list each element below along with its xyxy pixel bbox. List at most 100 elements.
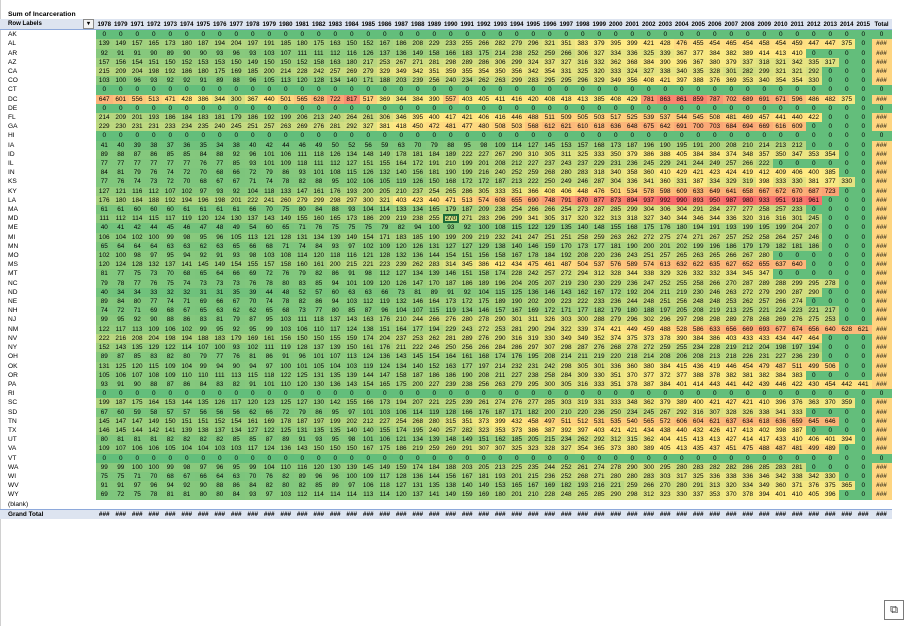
value-cell[interactable]: 260	[277, 195, 294, 206]
value-cell[interactable]: 257	[723, 232, 740, 242]
value-cell[interactable]: 0	[442, 389, 459, 399]
value-cell[interactable]: 40	[96, 223, 113, 233]
value-cell[interactable]: 173	[574, 241, 591, 252]
value-cell[interactable]: 111	[294, 48, 311, 58]
value-cell[interactable]: 388	[690, 370, 707, 380]
value-cell[interactable]: 0	[492, 103, 509, 114]
value-cell[interactable]: 208	[723, 140, 740, 150]
value-cell[interactable]: 0	[789, 131, 806, 141]
value-cell[interactable]: 164	[393, 324, 410, 334]
value-cell[interactable]: 0	[129, 131, 146, 141]
value-cell[interactable]: 155	[376, 159, 393, 169]
value-cell[interactable]: 419	[739, 168, 756, 178]
value-cell[interactable]: 93	[294, 168, 311, 178]
value-cell[interactable]: 166	[459, 407, 476, 417]
value-cell[interactable]: 408	[541, 94, 558, 104]
value-cell[interactable]: 191	[706, 223, 723, 233]
value-cell[interactable]: 187	[409, 370, 426, 380]
value-cell[interactable]: 168	[475, 352, 492, 362]
value-cell[interactable]: 0	[96, 453, 113, 463]
value-cell[interactable]: 416	[492, 113, 509, 123]
value-cell[interactable]: 76	[145, 278, 162, 288]
value-cell[interactable]: 331	[558, 67, 575, 77]
value-cell[interactable]: 77	[96, 159, 113, 169]
value-cell[interactable]: 109	[360, 278, 377, 288]
value-cell[interactable]: 684	[723, 122, 740, 132]
value-cell[interactable]: 221	[607, 481, 624, 491]
value-cell[interactable]: 277	[723, 205, 740, 215]
value-cell[interactable]: 411	[492, 94, 509, 104]
value-cell[interactable]: 333	[607, 398, 624, 408]
row-total-cell[interactable]: ###	[871, 39, 892, 49]
value-cell[interactable]: 677	[772, 324, 789, 334]
value-cell[interactable]: 388	[657, 149, 674, 160]
value-cell[interactable]: 0	[244, 29, 261, 40]
value-cell[interactable]: 184	[541, 251, 558, 261]
value-cell[interactable]: 200	[261, 67, 278, 77]
value-cell[interactable]: 0	[838, 48, 855, 58]
row-label[interactable]: WV	[8, 482, 19, 490]
row-label[interactable]: KS	[8, 178, 17, 186]
value-cell[interactable]: 324	[525, 57, 542, 67]
value-cell[interactable]: 72	[112, 306, 129, 316]
value-cell[interactable]: 285	[607, 205, 624, 215]
value-cell[interactable]: 424	[723, 168, 740, 178]
value-cell[interactable]: 207	[541, 278, 558, 288]
value-cell[interactable]: 0	[772, 85, 789, 95]
value-cell[interactable]: 99	[244, 462, 261, 472]
value-cell[interactable]: 173	[343, 214, 360, 224]
value-cell[interactable]: 0	[855, 232, 872, 242]
value-cell[interactable]: 115	[145, 361, 162, 371]
value-cell[interactable]: 353	[492, 425, 509, 436]
value-cell[interactable]: 332	[706, 269, 723, 279]
value-cell[interactable]: 85	[310, 481, 327, 491]
value-cell[interactable]: 268	[409, 416, 426, 426]
value-cell[interactable]: 307	[541, 343, 558, 353]
value-cell[interactable]: 81	[145, 435, 162, 445]
value-cell[interactable]: 76	[261, 471, 278, 482]
value-cell[interactable]: 100	[426, 223, 443, 233]
value-cell[interactable]: 0	[310, 453, 327, 463]
value-cell[interactable]: 283	[574, 168, 591, 178]
value-cell[interactable]: 405	[805, 490, 822, 500]
value-cell[interactable]: 176	[376, 343, 393, 353]
value-cell[interactable]: 150	[261, 57, 278, 67]
value-cell[interactable]: 89	[277, 435, 294, 445]
value-cell[interactable]: 0	[838, 57, 855, 67]
value-cell[interactable]: 0	[723, 131, 740, 141]
value-cell[interactable]: 0	[789, 251, 806, 261]
value-cell[interactable]: 284	[558, 370, 575, 380]
value-cell[interactable]: 647	[96, 94, 113, 104]
value-cell[interactable]: 77	[310, 306, 327, 316]
value-cell[interactable]: 66	[211, 297, 228, 307]
value-cell[interactable]: 0	[211, 453, 228, 463]
value-cell[interactable]: 328	[607, 269, 624, 279]
value-cell[interactable]: 281	[327, 122, 344, 132]
value-cell[interactable]: 104	[393, 306, 410, 316]
value-cell[interactable]: 280	[426, 416, 443, 426]
grand-total-cell[interactable]: ###	[195, 508, 212, 519]
value-cell[interactable]: 172	[409, 159, 426, 169]
value-cell[interactable]: 203	[393, 76, 410, 86]
value-cell[interactable]: 108	[327, 168, 344, 178]
value-cell[interactable]: 289	[459, 333, 476, 344]
row-total-cell[interactable]: ###	[871, 444, 892, 454]
value-cell[interactable]: 289	[756, 278, 773, 288]
value-cell[interactable]: 237	[393, 333, 410, 344]
value-cell[interactable]: 374	[607, 333, 624, 344]
value-cell[interactable]: 0	[393, 85, 410, 95]
value-cell[interactable]: 499	[805, 361, 822, 371]
value-cell[interactable]: 330	[805, 76, 822, 86]
grand-total-cell[interactable]: ###	[96, 508, 113, 519]
value-cell[interactable]: 249	[706, 159, 723, 169]
value-cell[interactable]: 194	[211, 39, 228, 49]
value-cell[interactable]: 306	[574, 48, 591, 58]
grand-total-cell[interactable]: ###	[607, 508, 624, 519]
value-cell[interactable]: 0	[855, 113, 872, 123]
value-cell[interactable]: 0	[607, 131, 624, 141]
value-cell[interactable]: 870	[574, 195, 591, 206]
value-cell[interactable]: 130	[327, 462, 344, 472]
value-cell[interactable]: 299	[508, 76, 525, 86]
value-cell[interactable]: 120	[393, 241, 410, 252]
value-cell[interactable]: 0	[640, 103, 657, 114]
